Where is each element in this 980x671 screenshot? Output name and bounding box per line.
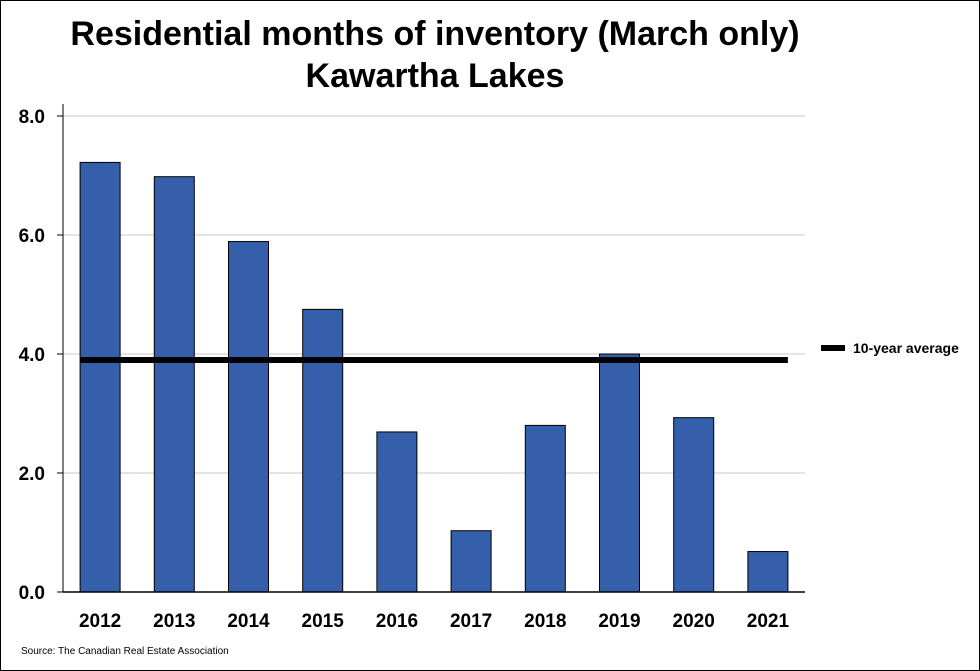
bar-2021 xyxy=(747,551,789,593)
chart-title: Residential months of inventory (March o… xyxy=(70,15,800,53)
legend: 10-year average xyxy=(821,340,959,356)
x-tick-label: 2018 xyxy=(524,611,566,632)
y-tick-label: 6.0 xyxy=(19,226,45,247)
source-note: Source: The Canadian Real Estate Associa… xyxy=(21,646,229,657)
x-tick-label: 2014 xyxy=(227,611,270,632)
x-tick-label: 2012 xyxy=(79,611,121,632)
bar-2019 xyxy=(599,353,640,593)
bar-2015 xyxy=(302,308,344,593)
x-tick-label: 2019 xyxy=(598,611,640,632)
legend-label-10-year-average: 10-year average xyxy=(853,340,959,356)
y-tick-label: 4.0 xyxy=(19,345,45,366)
x-tick-label: 2013 xyxy=(153,611,195,632)
bar-2013 xyxy=(153,176,195,593)
y-tick-label: 2.0 xyxy=(19,464,45,485)
bar-2014 xyxy=(228,241,269,593)
x-tick-label: 2017 xyxy=(450,611,492,632)
bar-2017 xyxy=(450,530,492,593)
bar-2016 xyxy=(376,431,418,593)
y-tick-label: 8.0 xyxy=(19,107,45,128)
legend-line-swatch xyxy=(821,345,845,351)
x-tick-label: 2021 xyxy=(747,611,790,632)
x-tick-label: 2016 xyxy=(376,611,418,632)
bar-2020 xyxy=(673,417,715,593)
y-tick-label: 0.0 xyxy=(19,583,45,604)
bar-2012 xyxy=(79,161,121,593)
bar-2018 xyxy=(524,424,566,593)
x-tick-label: 2020 xyxy=(673,611,715,632)
chart-subtitle: Kawartha Lakes xyxy=(305,57,565,95)
x-tick-label: 2015 xyxy=(302,611,345,632)
